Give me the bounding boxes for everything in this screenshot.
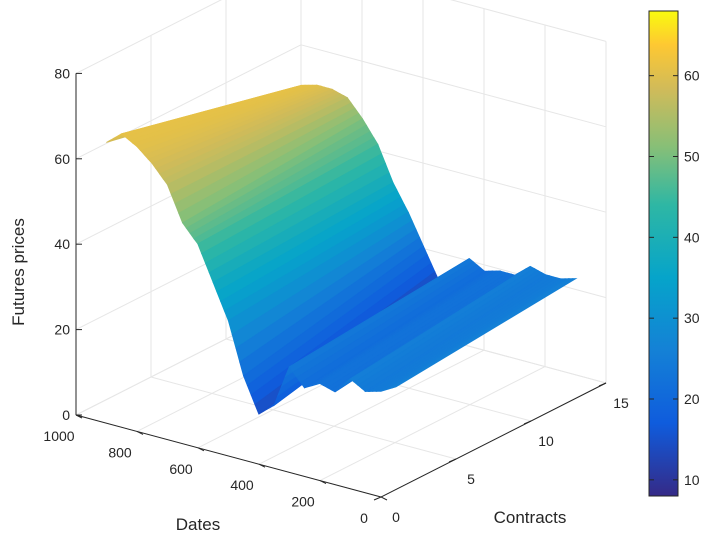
y-tick <box>258 463 266 468</box>
grid-line <box>258 349 485 465</box>
y-tick <box>197 447 205 452</box>
y-tick-label: 600 <box>169 461 193 477</box>
z-tick-label: 60 <box>54 151 70 167</box>
colorbar-tick-label: 40 <box>684 229 700 245</box>
y-tick <box>75 414 83 419</box>
y-tick-label: 400 <box>230 477 254 493</box>
x-tick <box>598 382 607 387</box>
x-tick <box>373 496 382 501</box>
grid-line <box>75 0 222 74</box>
price-surface <box>106 84 578 415</box>
z-tick-label: 0 <box>62 407 70 423</box>
z-axis-label: Futures prices <box>9 218 28 326</box>
x-tick-label: 15 <box>613 395 629 411</box>
y-tick-label: 1000 <box>43 428 74 444</box>
y-tick <box>319 480 327 485</box>
y-tick <box>380 496 388 501</box>
x-tick <box>523 420 532 425</box>
colorbar-tick-label: 50 <box>684 149 700 165</box>
x-tick-label: 10 <box>538 433 554 449</box>
x-tick-label: 5 <box>467 471 475 487</box>
grid-line <box>450 0 607 42</box>
y-tick-label: 0 <box>360 510 368 526</box>
x-tick <box>448 458 457 463</box>
grid-line <box>300 44 607 128</box>
y-axis-line <box>75 414 382 498</box>
x-tick-label: 0 <box>392 509 400 525</box>
y-axis-label: Dates <box>176 515 220 534</box>
x-axis-line <box>380 382 607 498</box>
grid-line <box>319 366 546 482</box>
grid-line <box>150 376 457 460</box>
z-tick-label: 20 <box>54 322 70 338</box>
colorbar-tick-label: 10 <box>684 472 700 488</box>
z-tick-label: 40 <box>54 236 70 252</box>
y-tick-label: 200 <box>291 494 315 510</box>
colorbar-ticks: 10 20 30 40 50 60 <box>649 68 700 488</box>
y-tick-label: 800 <box>108 444 132 460</box>
colorbar-tick-label: 30 <box>684 310 700 326</box>
z-tick-label: 80 <box>54 65 70 81</box>
colorbar: 10 20 30 40 50 60 <box>648 10 700 497</box>
x-axis-label: Contracts <box>494 508 567 527</box>
colorbar-gradient <box>648 10 679 497</box>
colorbar-tick-label: 20 <box>684 391 700 407</box>
colorbar-tick-label: 60 <box>684 68 700 84</box>
surface-patch <box>391 278 578 389</box>
y-tick <box>136 430 144 435</box>
